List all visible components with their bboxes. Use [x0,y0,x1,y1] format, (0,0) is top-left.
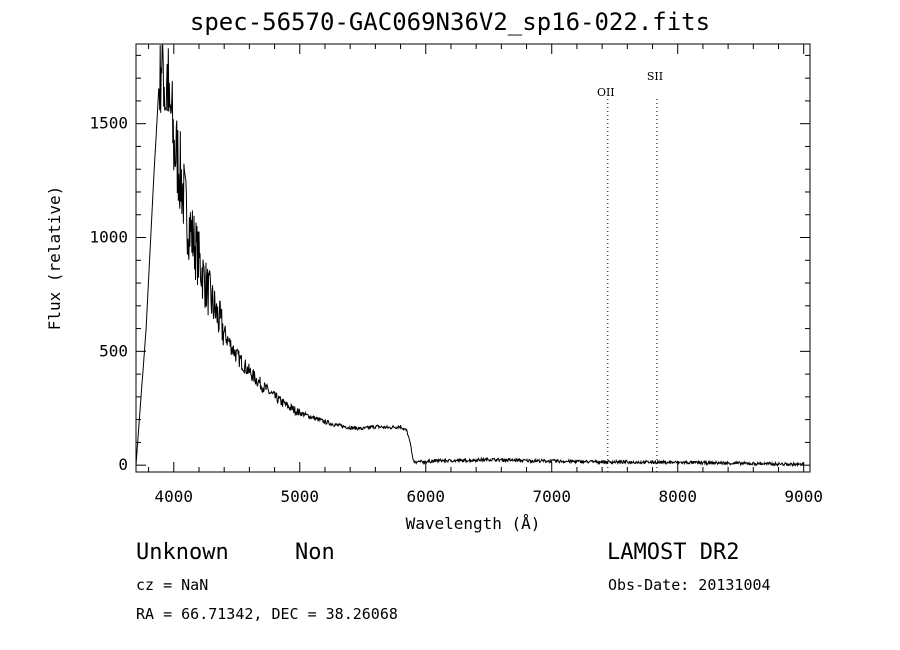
obs-date: Obs-Date: 20131004 [608,576,771,594]
x-tick-label: 4000 [155,487,194,506]
y-tick-label: 1500 [89,114,128,133]
x-tick-label: 7000 [532,487,571,506]
y-tick-label: 500 [99,341,128,360]
object-class: Unknown [136,540,229,565]
object-subclass: Non [295,540,335,565]
survey-name: LAMOST DR2 [607,540,740,565]
line-marker-label: SII [647,70,663,83]
redshift-readout: cz = NaN [136,576,209,594]
x-tick-label: 8000 [658,487,697,506]
x-tick-label: 5000 [281,487,320,506]
line-marker-label: OII [597,86,615,99]
coordinates: RA = 66.71342, DEC = 38.26068 [136,605,398,623]
y-tick-label: 1000 [89,228,128,247]
x-tick-label: 9000 [784,487,823,506]
y-tick-label: 0 [118,455,128,474]
chart-title: spec-56570-GAC069N36V2_sp16-022.fits [189,8,711,36]
spectrum-line [135,44,805,468]
plot-frame [135,43,811,473]
y-axis-label: Flux (relative) [45,186,64,331]
x-axis-label: Wavelength (Å) [406,514,541,533]
x-tick-label: 6000 [406,487,445,506]
